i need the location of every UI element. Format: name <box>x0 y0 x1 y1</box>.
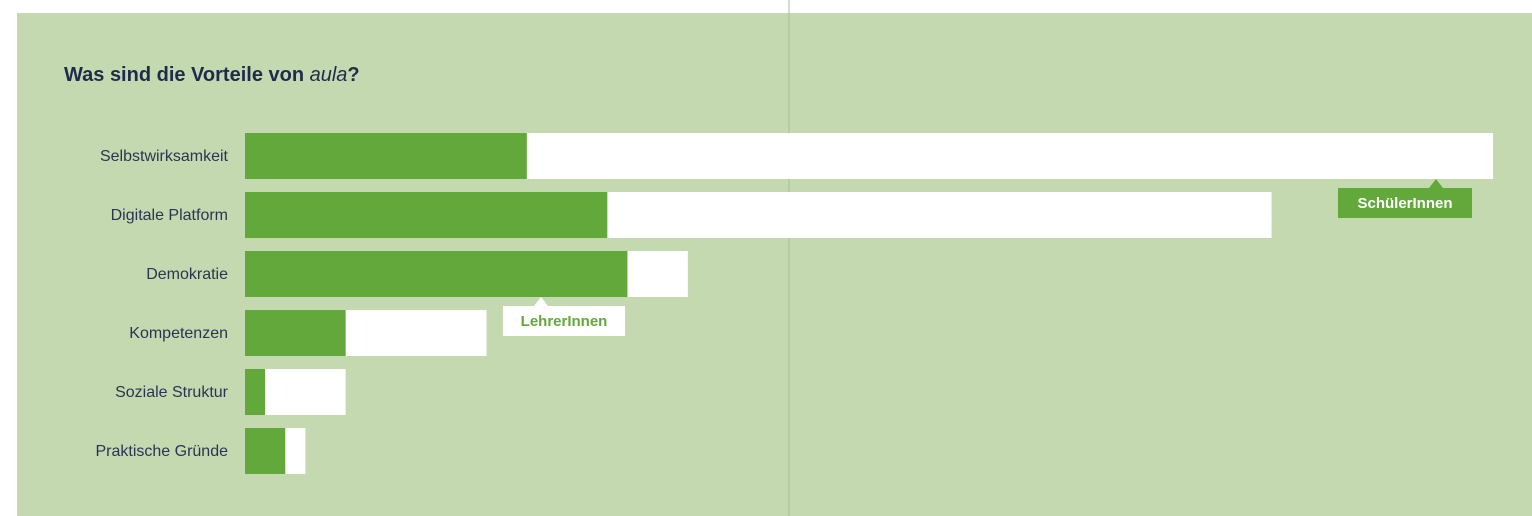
title-text: ? <box>347 64 359 86</box>
title-emphasis: aula <box>310 64 348 86</box>
title-text: Was sind die Vorteile von <box>64 64 310 86</box>
chart-title: Was sind die Vorteile von aula? <box>64 64 360 86</box>
category-label: Demokratie <box>146 266 228 283</box>
bar <box>245 369 266 415</box>
bar <box>245 133 527 179</box>
category-label: Selbstwirksamkeit <box>100 148 229 165</box>
category-label: Soziale Struktur <box>115 384 229 401</box>
legend-label: SchülerInnen <box>1357 195 1452 212</box>
bar <box>245 192 608 238</box>
callout-box <box>503 297 625 336</box>
bar <box>245 251 628 297</box>
bar <box>245 428 286 474</box>
panel <box>17 13 1532 516</box>
bar <box>245 310 346 356</box>
category-label: Digitale Platform <box>111 207 228 224</box>
legend-label: LehrerInnen <box>521 313 608 330</box>
category-label: Kompetenzen <box>129 325 228 342</box>
callout-box <box>1338 179 1472 218</box>
category-label: Praktische Gründe <box>95 443 228 460</box>
